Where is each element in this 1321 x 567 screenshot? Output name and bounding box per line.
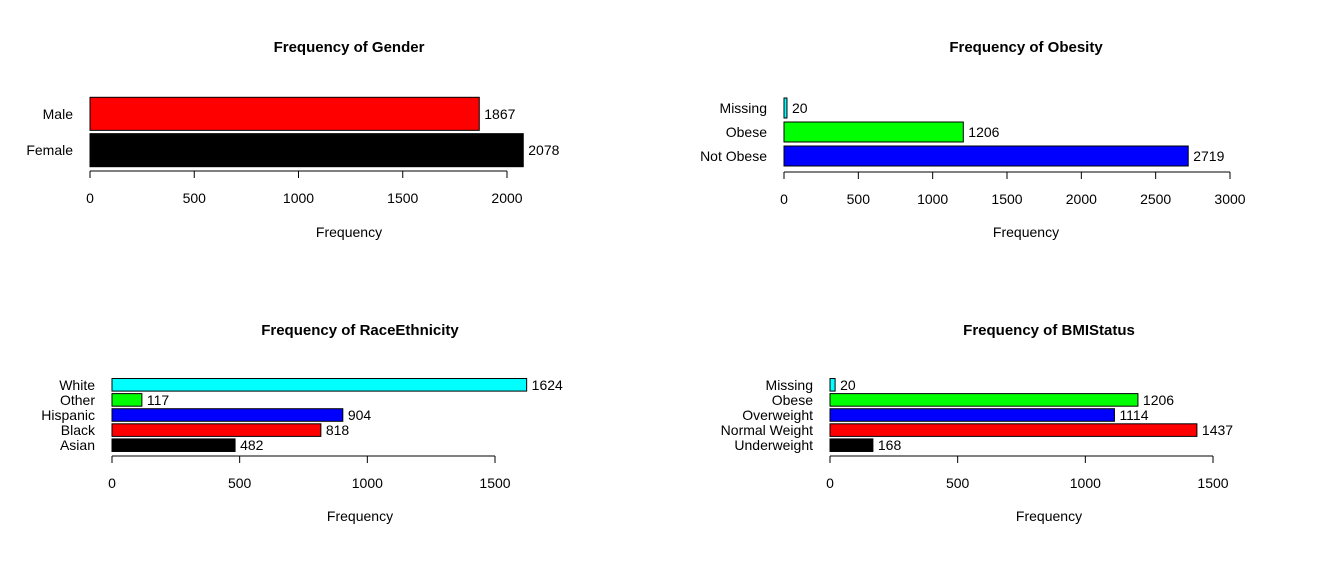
category-label: Not Obese — [700, 148, 767, 164]
x-tick-label: 500 — [946, 475, 970, 491]
x-tick-label: 1000 — [1070, 475, 1101, 491]
category-labels: Female Male — [26, 106, 73, 158]
category-label: Obese — [726, 124, 767, 140]
x-tick-label: 1000 — [352, 475, 383, 491]
x-tick-label: 0 — [86, 190, 94, 206]
panel-race-ethnicity: Frequency of RaceEthnicity AsianBlackHis… — [41, 322, 563, 524]
value-label: 904 — [348, 407, 372, 423]
bars-group — [783, 97, 1189, 167]
chart-title: Frequency of Gender — [274, 39, 425, 56]
panel-bmi-status: Frequency of BMIStatus UnderweightNormal… — [721, 322, 1234, 524]
value-label: 482 — [240, 437, 264, 453]
value-labels: 2719 1206 20 — [792, 100, 1225, 164]
x-tick-label: 1000 — [283, 190, 314, 206]
value-label: 1206 — [1143, 392, 1174, 408]
panel-obesity: Frequency of Obesity Not Obese Obese Missi… — [700, 39, 1246, 240]
x-tick-label: 500 — [847, 191, 871, 207]
bar-asian — [111, 438, 236, 452]
bar-normal-weight — [829, 423, 1198, 437]
category-label: Black — [61, 422, 96, 438]
x-tick-label: 0 — [780, 191, 788, 207]
value-label: 2078 — [528, 142, 559, 158]
category-label: Asian — [60, 437, 95, 453]
x-axis-label: Frequency — [993, 224, 1059, 240]
bar-missing — [783, 97, 788, 119]
value-label: 1114 — [1119, 407, 1148, 423]
value-label: 1437 — [1202, 422, 1233, 438]
value-label: 1867 — [484, 106, 515, 122]
value-label: 117 — [147, 392, 170, 408]
bar-hispanic — [111, 408, 344, 422]
category-label: White — [59, 377, 95, 393]
x-tick-label: 2000 — [491, 190, 522, 206]
x-tick-label: 1500 — [991, 191, 1022, 207]
bar-not-obese — [783, 145, 1189, 167]
x-tick-label: 1000 — [917, 191, 948, 207]
category-label: Male — [43, 106, 74, 122]
x-tick-label: 1500 — [479, 475, 510, 491]
category-label: Obese — [772, 392, 813, 408]
chart-title: Frequency of RaceEthnicity — [261, 322, 459, 339]
category-label: Overweight — [742, 407, 813, 423]
bar-other — [111, 393, 143, 407]
bar-missing — [829, 378, 836, 392]
value-label: 818 — [326, 422, 350, 438]
category-label: Other — [60, 392, 95, 408]
category-label: Underweight — [734, 437, 813, 453]
category-labels: Not Obese Obese Missing — [700, 100, 767, 164]
value-label: 168 — [878, 437, 902, 453]
bar-underweight — [829, 438, 874, 452]
x-tick-label: 500 — [183, 190, 207, 206]
bar-obese — [783, 121, 964, 143]
x-axis-label: Frequency — [316, 224, 382, 240]
x-axis: 0 500 1000 1500 — [108, 455, 511, 491]
category-label: Hispanic — [41, 407, 95, 423]
value-labels: 2078 1867 — [484, 106, 559, 158]
value-label: 20 — [792, 100, 808, 116]
value-label: 2719 — [1193, 148, 1224, 164]
category-label: Missing — [720, 100, 767, 116]
bars-group — [111, 378, 528, 452]
x-tick-label: 1500 — [387, 190, 418, 206]
x-axis-label: Frequency — [1016, 508, 1082, 524]
bar-white — [111, 378, 528, 392]
bars-group — [89, 96, 524, 168]
x-tick-label: 500 — [228, 475, 252, 491]
bar-overweight — [829, 408, 1115, 422]
value-label: 1624 — [532, 377, 563, 393]
value-label: 1206 — [968, 124, 999, 140]
bar-obese — [829, 393, 1139, 407]
x-tick-label: 0 — [108, 475, 116, 491]
value-label: 20 — [840, 377, 856, 393]
category-label: Female — [26, 142, 73, 158]
x-tick-label: 2000 — [1066, 191, 1097, 207]
bar-male — [89, 96, 480, 131]
chart-title: Frequency of Obesity — [949, 39, 1103, 56]
x-tick-label: 0 — [826, 475, 834, 491]
bar-black — [111, 423, 322, 437]
x-axis-label: Frequency — [327, 508, 393, 524]
x-tick-label: 3000 — [1214, 191, 1245, 207]
bars-group — [829, 378, 1198, 452]
x-axis: 0 500 1000 1500 2000 — [86, 170, 523, 206]
x-axis: 0 500 1000 1500 2000 2500 3000 — [780, 171, 1246, 207]
x-tick-label: 1500 — [1197, 475, 1228, 491]
category-label: Normal Weight — [721, 422, 813, 438]
category-label: Missing — [766, 377, 813, 393]
bar-female — [89, 133, 524, 168]
x-axis: 0 500 1000 1500 — [826, 455, 1229, 491]
x-tick-label: 2500 — [1140, 191, 1171, 207]
chart-title: Frequency of BMIStatus — [963, 322, 1135, 339]
